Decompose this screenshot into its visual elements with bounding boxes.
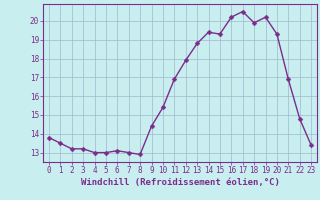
X-axis label: Windchill (Refroidissement éolien,°C): Windchill (Refroidissement éolien,°C)	[81, 178, 279, 187]
